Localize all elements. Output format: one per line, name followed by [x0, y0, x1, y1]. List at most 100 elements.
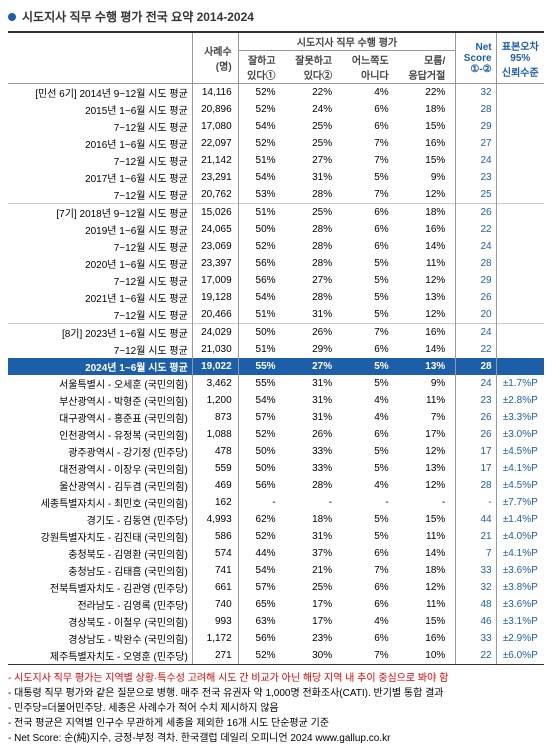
- cell-n: 741: [192, 562, 238, 579]
- cell-bad: 18%: [286, 511, 343, 528]
- cell-bad: 24%: [286, 101, 343, 118]
- cell-n: 17,009: [192, 272, 238, 289]
- cell-dk: 12%: [399, 272, 456, 289]
- cell-ci: ±3.0%P: [496, 426, 544, 443]
- row-label: 광주광역시 - 강기정 (민주당): [8, 443, 192, 460]
- row-label: 울산광역시 - 김두겸 (국민의힘): [8, 477, 192, 494]
- cell-net: 26: [456, 204, 496, 222]
- cell-good: 54%: [238, 169, 285, 186]
- cell-bad: 31%: [286, 169, 343, 186]
- cell-dk: 12%: [399, 477, 456, 494]
- cell-neither: 6%: [342, 579, 399, 596]
- row-label: 경상북도 - 이철우 (국민의힘): [8, 613, 192, 630]
- cell-net: 28: [456, 101, 496, 118]
- cell-ci: ±3.8%P: [496, 579, 544, 596]
- cell-bad: 29%: [286, 341, 343, 358]
- table-row: [민선 6기] 2014년 9~12월 시도 평균14,11652%22%4%2…: [8, 84, 544, 102]
- cell-n: 162: [192, 494, 238, 511]
- cell-n: 19,128: [192, 289, 238, 306]
- cell-ci: ±1.7%P: [496, 375, 544, 392]
- cell-ci: [496, 358, 544, 375]
- cell-good: 57%: [238, 579, 285, 596]
- cell-good: 52%: [238, 84, 285, 102]
- cell-good: -: [238, 494, 285, 511]
- cell-good: 54%: [238, 118, 285, 135]
- cell-ci: ±3.3%P: [496, 409, 544, 426]
- cell-neither: 5%: [342, 272, 399, 289]
- footnote-line: - 민주당=더불어민주당. 세종은 사례수가 적어 수치 제시하지 않음: [8, 701, 544, 716]
- table-row: 7~12월 시도 평균20,76253%28%7%12%25: [8, 186, 544, 204]
- row-label: 7~12월 시도 평균: [8, 341, 192, 358]
- cell-bad: 28%: [286, 289, 343, 306]
- row-label: 7~12월 시도 평균: [8, 118, 192, 135]
- cell-bad: 31%: [286, 528, 343, 545]
- cell-dk: 11%: [399, 528, 456, 545]
- table-row: 전라남도 - 김영록 (민주당)74065%17%6%11%48±3.6%P: [8, 596, 544, 613]
- cell-good: 56%: [238, 272, 285, 289]
- cell-n: 873: [192, 409, 238, 426]
- cell-net: 21: [456, 528, 496, 545]
- cell-net: 26: [456, 289, 496, 306]
- row-label: 제주특별자치도 - 오영훈 (민주당): [8, 647, 192, 665]
- col-group: 시도지사 직무 수행 평가: [238, 32, 456, 51]
- cell-ci: [496, 272, 544, 289]
- cell-n: 21,030: [192, 341, 238, 358]
- cell-dk: 12%: [399, 186, 456, 204]
- cell-dk: -: [399, 494, 456, 511]
- cell-n: 17,080: [192, 118, 238, 135]
- cell-neither: -: [342, 494, 399, 511]
- row-label: 2020년 1~6월 시도 평균: [8, 255, 192, 272]
- cell-n: 23,291: [192, 169, 238, 186]
- cell-neither: 5%: [342, 289, 399, 306]
- table-row: 7~12월 시도 평균21,03051%29%6%14%22: [8, 341, 544, 358]
- cell-net: 29: [456, 272, 496, 289]
- cell-neither: 6%: [342, 545, 399, 562]
- cell-dk: 16%: [399, 221, 456, 238]
- table-row: 7~12월 시도 평균17,08054%25%6%15%29: [8, 118, 544, 135]
- cell-ci: [496, 221, 544, 238]
- cell-ci: [496, 341, 544, 358]
- cell-bad: 28%: [286, 221, 343, 238]
- row-label: 7~12월 시도 평균: [8, 238, 192, 255]
- cell-net: 24: [456, 324, 496, 342]
- cell-good: 63%: [238, 613, 285, 630]
- cell-good: 52%: [238, 135, 285, 152]
- row-label: 서울특별시 - 오세훈 (국민의힘): [8, 375, 192, 392]
- cell-net: 24: [456, 238, 496, 255]
- row-label: 대전광역시 - 이장우 (국민의힘): [8, 460, 192, 477]
- cell-net: -: [456, 494, 496, 511]
- cell-neither: 7%: [342, 562, 399, 579]
- cell-n: 1,200: [192, 392, 238, 409]
- cell-ci: ±2.9%P: [496, 630, 544, 647]
- cell-dk: 14%: [399, 545, 456, 562]
- cell-bad: -: [286, 494, 343, 511]
- col-bad: 잘못하고있다②: [286, 51, 343, 84]
- col-dk: 모름/응답거절: [399, 51, 456, 84]
- row-label: 2015년 1~6월 시도 평균: [8, 101, 192, 118]
- cell-n: 586: [192, 528, 238, 545]
- cell-ci: ±4.5%P: [496, 443, 544, 460]
- table-row: 2017년 1~6월 시도 평균23,29154%31%5%9%23: [8, 169, 544, 186]
- cell-ci: [496, 306, 544, 324]
- row-label: 경기도 - 김동연 (민주당): [8, 511, 192, 528]
- cell-dk: 18%: [399, 562, 456, 579]
- cell-ci: ±3.6%P: [496, 596, 544, 613]
- footnote-line: - 시도지사 직무 평가는 지역별 상황·특수성 고려해 시도 간 비교가 아닌…: [8, 671, 544, 686]
- cell-bad: 25%: [286, 579, 343, 596]
- cell-neither: 6%: [342, 630, 399, 647]
- cell-n: 1,088: [192, 426, 238, 443]
- cell-dk: 9%: [399, 375, 456, 392]
- cell-good: 65%: [238, 596, 285, 613]
- cell-bad: 28%: [286, 238, 343, 255]
- cell-ci: [496, 84, 544, 102]
- cell-neither: 7%: [342, 186, 399, 204]
- cell-good: 51%: [238, 341, 285, 358]
- cell-ci: ±4.1%P: [496, 545, 544, 562]
- cell-n: 22,097: [192, 135, 238, 152]
- row-label: [7기] 2018년 9~12월 시도 평균: [8, 204, 192, 222]
- cell-good: 56%: [238, 477, 285, 494]
- cell-n: 15,026: [192, 204, 238, 222]
- table-row: 충청남도 - 김태흠 (국민의힘)74154%21%7%18%33±3.6%P: [8, 562, 544, 579]
- cell-bad: 31%: [286, 392, 343, 409]
- cell-good: 50%: [238, 221, 285, 238]
